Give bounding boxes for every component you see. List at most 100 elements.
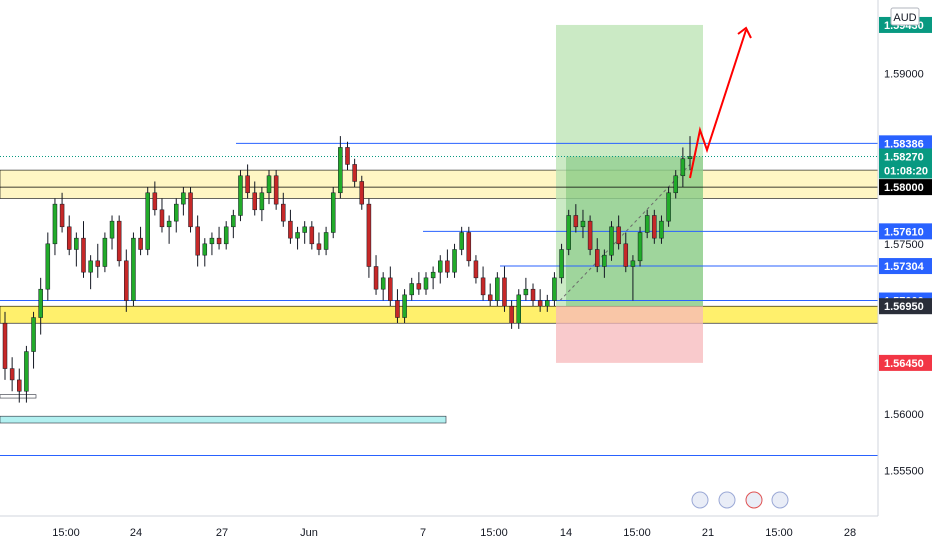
candle-body <box>188 192 193 228</box>
candle-body <box>295 232 300 239</box>
candle-body <box>209 237 215 245</box>
level-lines-layer <box>0 142 878 457</box>
candle-body <box>231 215 236 228</box>
candle-body <box>530 288 536 301</box>
price-tag-countdown: 01:08:20 <box>884 166 928 178</box>
candle-body <box>402 294 407 318</box>
candle-body <box>687 156 693 160</box>
currency-badge[interactable]: AUD <box>890 7 920 26</box>
candle-body <box>616 226 621 245</box>
candle-body <box>66 226 72 250</box>
time-axis[interactable]: 15:00 24 27 Jun 7 15:00 14 15:00 21 15:00 28 <box>0 515 878 539</box>
event-icon[interactable] <box>718 491 736 509</box>
candle-body <box>223 226 229 245</box>
projection-arrowhead <box>737 26 752 39</box>
y-tick-label: 1.59000 <box>884 69 924 81</box>
candle-body <box>666 192 671 222</box>
candle-body <box>281 203 286 222</box>
x-tick-label: 15:00 <box>52 527 80 539</box>
position-stop-zone <box>556 306 703 363</box>
candle-body <box>438 260 443 273</box>
candle-body <box>2 322 8 369</box>
candle-body <box>245 175 250 194</box>
candle-body <box>680 158 686 177</box>
x-tick-label: 7 <box>420 527 426 539</box>
candle-body <box>673 175 678 194</box>
candle-body <box>145 192 150 250</box>
candle-body <box>238 175 243 216</box>
candle-body <box>644 215 650 233</box>
candle-body <box>59 203 65 228</box>
candle-body <box>409 283 414 296</box>
price-tag <box>879 223 932 240</box>
candle-body <box>573 215 579 228</box>
candle-body <box>109 220 115 239</box>
candle-body <box>131 237 136 301</box>
candle-body <box>366 203 372 267</box>
candle-body <box>17 379 22 392</box>
candle-body <box>74 237 79 250</box>
candle-body <box>609 226 614 256</box>
price-tag-label: 1.57610 <box>884 226 924 238</box>
candle-body <box>373 266 379 290</box>
price-tag-label: 1.58270 <box>884 152 924 164</box>
position-tool[interactable] <box>556 24 703 363</box>
position-target-zone <box>556 24 703 307</box>
x-tick-label: 21 <box>702 527 714 539</box>
candle-body <box>566 215 571 250</box>
price-tag <box>879 354 932 371</box>
candle-body <box>323 232 329 250</box>
candle-body <box>395 300 400 318</box>
candle-body <box>537 300 543 307</box>
candle-body <box>423 277 429 290</box>
candle-body <box>516 294 521 324</box>
candle-body <box>587 220 593 250</box>
x-tick-label: 15:00 <box>765 527 793 539</box>
candle-body <box>330 192 336 233</box>
price-tag-label: 1.58000 <box>884 182 924 194</box>
price-tag <box>879 148 932 179</box>
candle-body <box>9 368 15 381</box>
candle-body <box>31 317 36 352</box>
candle-body <box>380 277 386 290</box>
candle-body <box>509 305 514 324</box>
projection-arrow <box>689 29 747 179</box>
price-tag <box>879 298 932 315</box>
candle-body <box>38 288 43 318</box>
candle-body <box>273 175 279 205</box>
small-zone <box>0 394 37 399</box>
y-tick-label: 1.56000 <box>884 409 924 421</box>
event-icons[interactable] <box>691 491 789 509</box>
event-icon[interactable] <box>771 491 789 509</box>
candle-body <box>480 277 486 296</box>
candle-body <box>473 260 479 279</box>
candle-body <box>309 226 315 245</box>
candle-body <box>88 260 93 273</box>
candle-body <box>102 237 108 267</box>
price-tag-label: 1.57304 <box>884 261 925 273</box>
candle-body <box>124 260 129 301</box>
candle-body <box>252 192 257 211</box>
candle-body <box>352 164 357 182</box>
candle-body <box>288 220 293 239</box>
candle-body <box>388 277 393 301</box>
event-icon[interactable] <box>691 491 709 509</box>
candle-body <box>552 277 557 301</box>
candle-body <box>637 232 643 262</box>
candle-body <box>259 192 265 211</box>
zone-support <box>0 305 879 324</box>
candle-body <box>623 243 629 267</box>
candle-body <box>416 283 422 290</box>
x-tick-label: Jun <box>300 527 318 539</box>
cyan-zone <box>0 415 447 424</box>
event-icon[interactable] <box>745 491 763 509</box>
candle-body <box>181 192 186 205</box>
candle-body <box>559 249 564 279</box>
price-tag <box>879 179 932 196</box>
candle-body <box>523 288 529 296</box>
candle-body <box>495 277 500 301</box>
candle-body <box>502 277 507 307</box>
candle-body <box>602 254 607 267</box>
